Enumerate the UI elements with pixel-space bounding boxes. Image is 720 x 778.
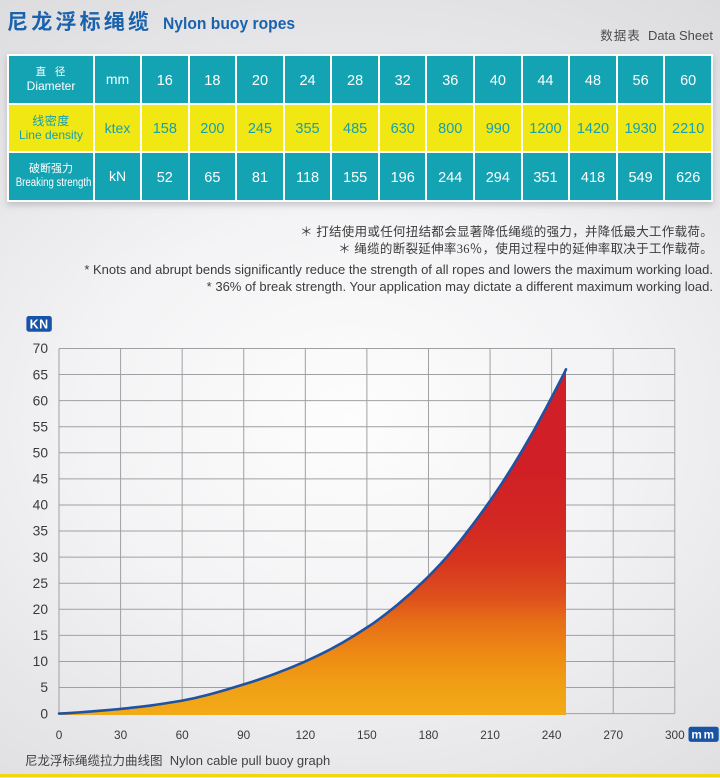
svg-text:270: 270 (603, 728, 623, 742)
svg-text:KN: KN (30, 318, 49, 332)
svg-text:40: 40 (33, 498, 49, 513)
svg-text:15: 15 (33, 628, 49, 643)
svg-text:210: 210 (480, 728, 500, 742)
svg-text:50: 50 (33, 446, 49, 461)
svg-text:mm: mm (691, 729, 715, 742)
svg-text:70: 70 (33, 341, 49, 356)
svg-text:45: 45 (33, 472, 49, 487)
svg-text:20: 20 (33, 602, 49, 617)
svg-text:35: 35 (33, 524, 49, 539)
svg-text:150: 150 (357, 728, 377, 742)
svg-text:0: 0 (56, 728, 63, 742)
svg-text:30: 30 (114, 728, 128, 742)
svg-text:300: 300 (665, 728, 685, 742)
svg-text:180: 180 (419, 728, 439, 742)
svg-text:60: 60 (176, 728, 190, 742)
svg-text:10: 10 (33, 654, 49, 669)
svg-text:120: 120 (295, 728, 315, 742)
svg-text:30: 30 (33, 550, 49, 565)
svg-text:240: 240 (542, 728, 562, 742)
svg-text:65: 65 (33, 367, 49, 382)
svg-text:55: 55 (33, 419, 49, 434)
svg-text:5: 5 (40, 680, 48, 695)
svg-text:0: 0 (40, 706, 48, 721)
svg-text:60: 60 (33, 393, 49, 408)
svg-text:90: 90 (237, 728, 251, 742)
svg-text:25: 25 (33, 576, 49, 591)
